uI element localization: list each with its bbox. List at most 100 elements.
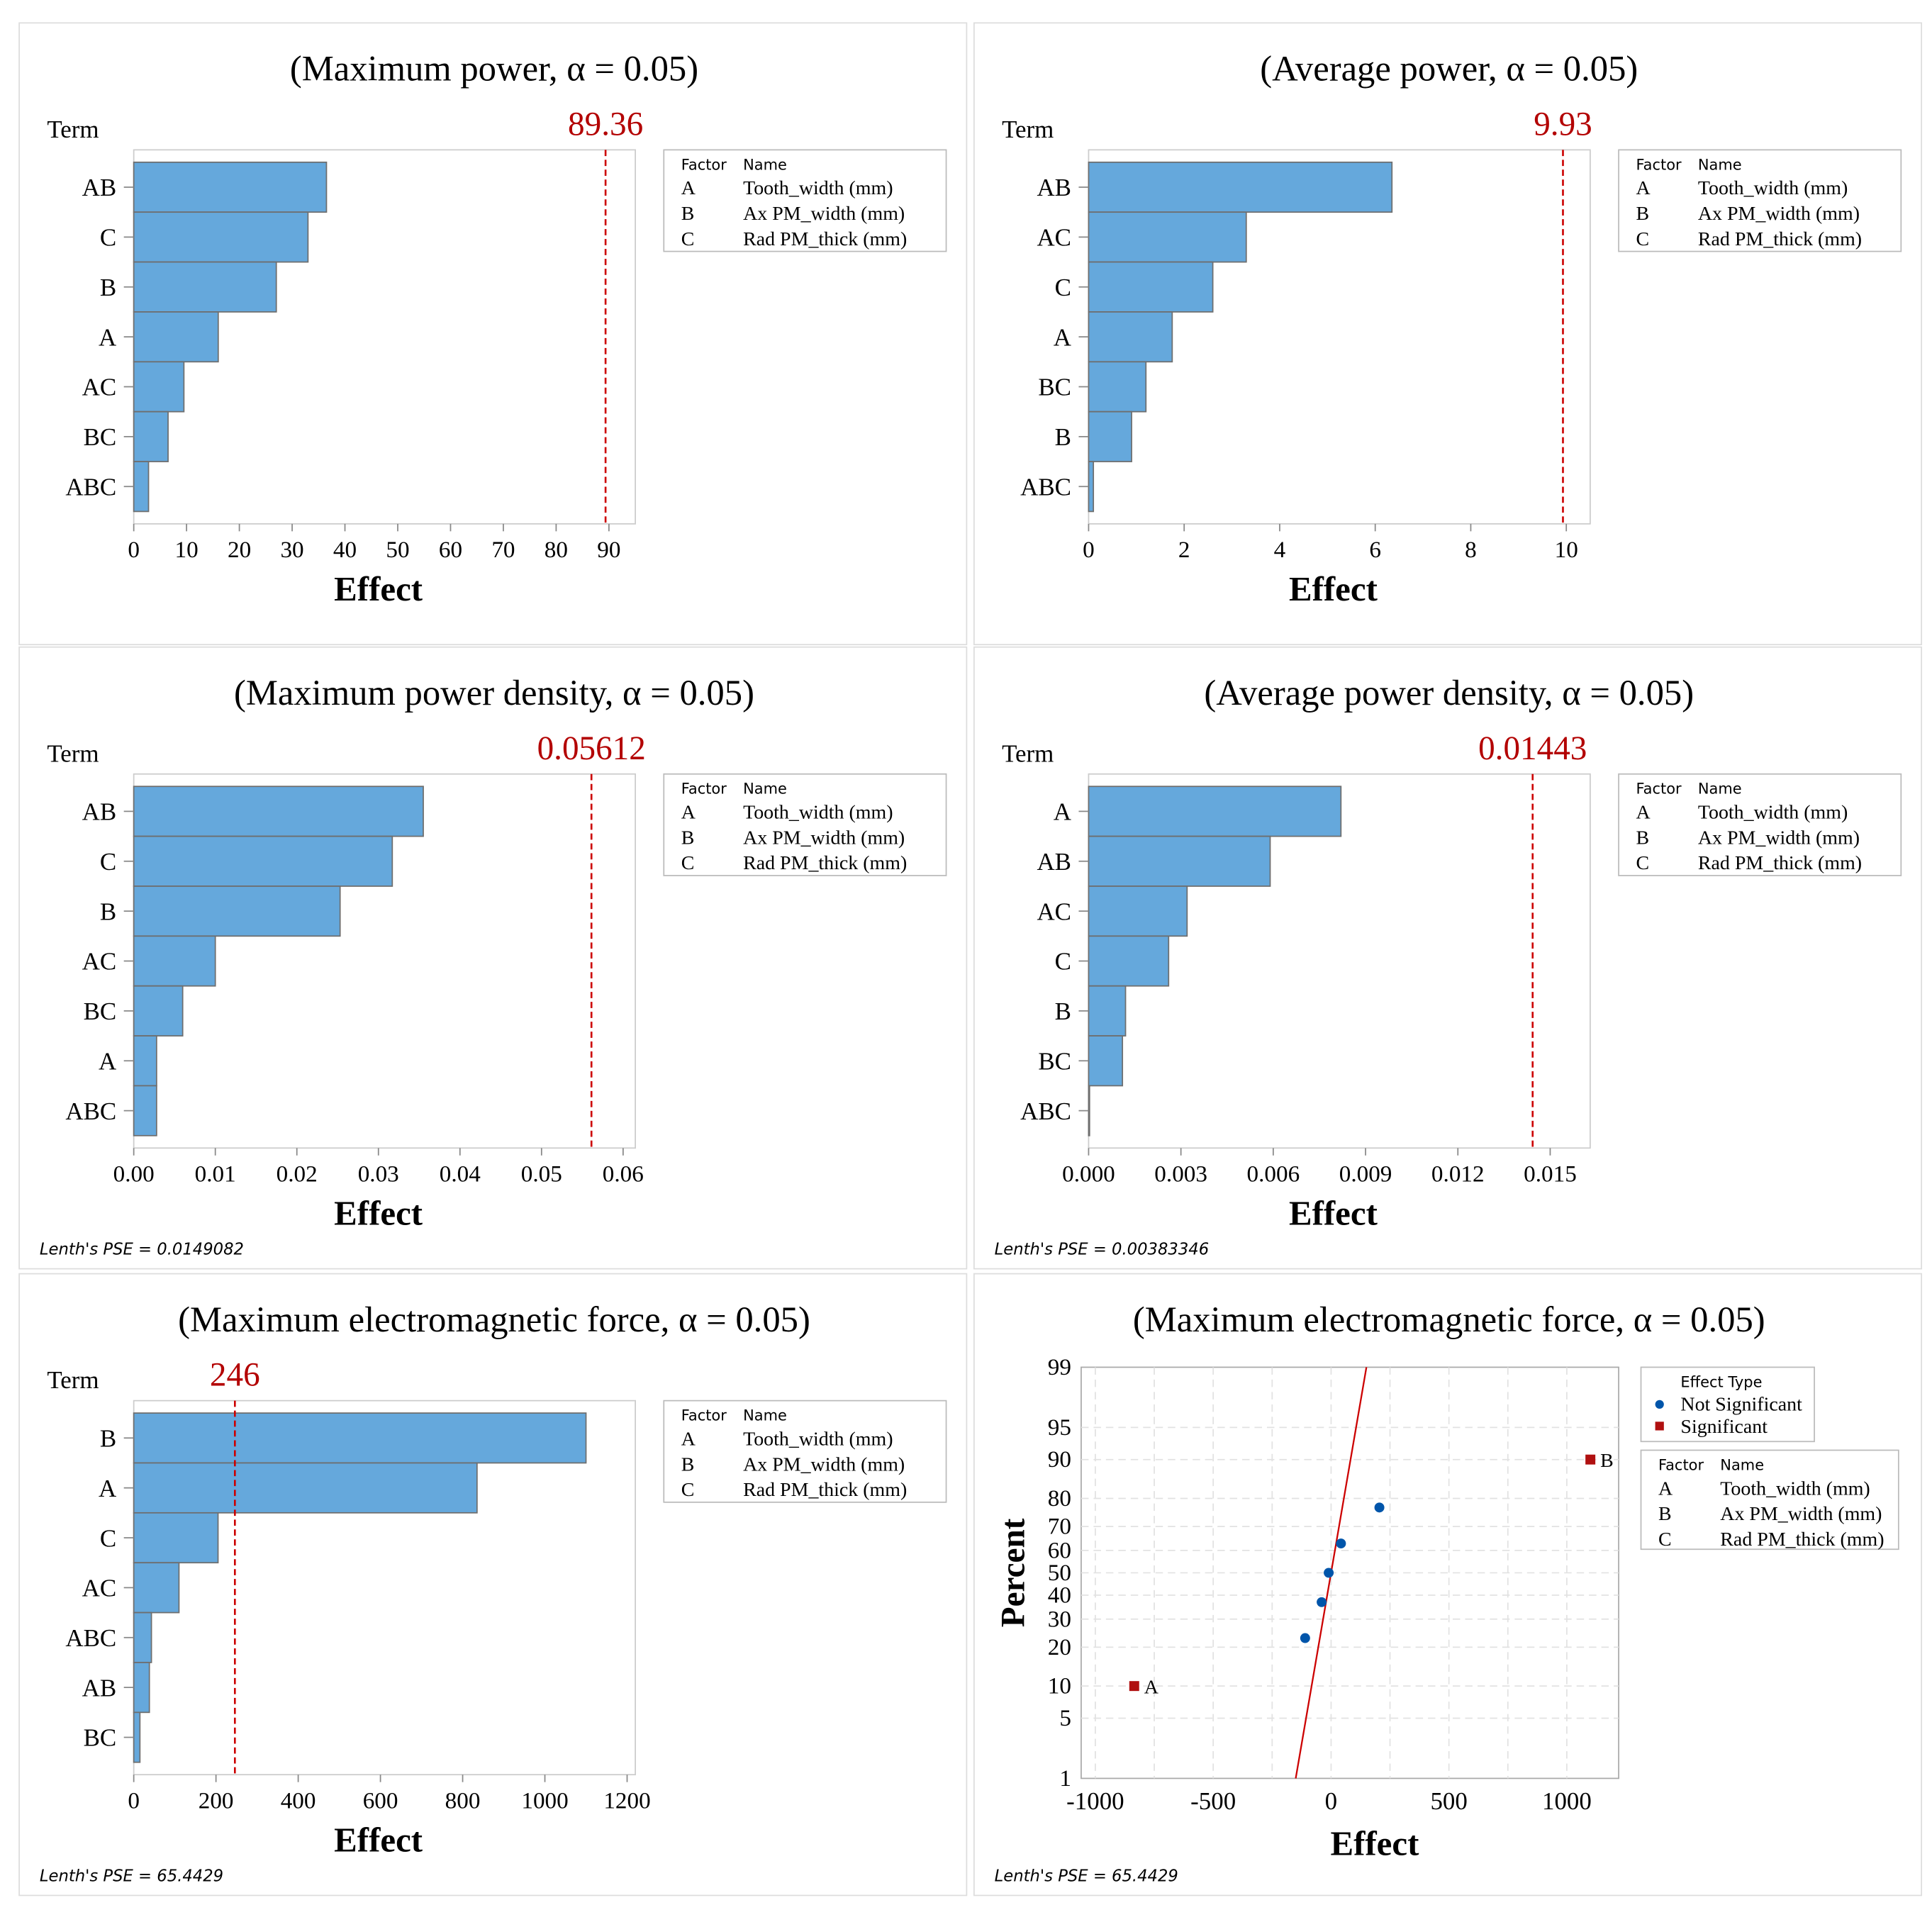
y-tick-label: C (100, 224, 116, 252)
x-axis-label: Effect (334, 1194, 423, 1233)
x-tick-label: 10 (175, 537, 199, 563)
y-tick-label: C (100, 1524, 116, 1552)
bar-abc (133, 1085, 157, 1136)
legend-factor: B (1636, 827, 1650, 849)
bar-abc (1088, 1085, 1090, 1136)
y-tick-label: 90 (1048, 1446, 1071, 1473)
legend-factor-name: Rad PM_thick (mm) (743, 852, 907, 874)
legend-factor: C (681, 852, 695, 874)
bar-a (133, 1035, 157, 1087)
legend-factor-name: Rad PM_thick (mm) (743, 1479, 907, 1501)
y-tick-label: A (1054, 798, 1071, 826)
y-tick-label: BC (84, 1724, 117, 1752)
y-tick-label: ABC (1020, 1097, 1071, 1125)
legend-factor-name: Tooth_width (mm) (1698, 177, 1848, 199)
bar-c (133, 1512, 219, 1564)
legend-factor-name: Tooth_width (mm) (743, 177, 893, 199)
x-tick-label: 90 (597, 537, 620, 563)
chart-title: (Average power, α = 0.05) (1260, 49, 1638, 89)
x-tick-label: 0 (128, 1787, 140, 1814)
legend-header-name: Name (743, 1407, 787, 1424)
bar-ab (133, 786, 424, 837)
legend-item: Significant (1680, 1416, 1768, 1438)
y-tick-label: C (1055, 948, 1071, 976)
legend-factor: C (681, 1479, 695, 1501)
x-tick-label: 0.000 (1062, 1161, 1115, 1187)
not-significant-point (1336, 1538, 1346, 1549)
y-tick-label: 40 (1048, 1582, 1071, 1608)
y-tick-label: AC (82, 948, 117, 976)
legend-header-name: Name (1698, 781, 1742, 798)
bar-ac (133, 1562, 180, 1614)
legend-factor-name: Ax PM_width (mm) (743, 1453, 905, 1475)
y-tick-label: C (1055, 274, 1071, 301)
legend-header-factor: Factor (1658, 1456, 1704, 1473)
x-tick-label: 0 (128, 537, 140, 563)
bar-c (1088, 261, 1214, 313)
x-axis-label: Effect (1289, 1194, 1378, 1233)
bar-abc (133, 1611, 152, 1663)
bar-bc (1088, 361, 1147, 413)
y-tick-label: 5 (1059, 1705, 1071, 1731)
legend-factor-name: Rad PM_thick (mm) (743, 228, 907, 250)
bar-b (1088, 985, 1127, 1037)
legend-factor: C (1658, 1529, 1672, 1551)
y-tick-label: ABC (65, 1624, 116, 1652)
x-tick-label: 2 (1178, 537, 1190, 563)
y-axis-label: Term (47, 1366, 99, 1394)
x-tick-label: -1000 (1066, 1787, 1124, 1815)
lenth-pse-note: Lenth's PSE = 65.4429 (40, 1867, 223, 1885)
chart-title: (Maximum electromagnetic force, α = 0.05… (1133, 1300, 1765, 1339)
y-tick-label: 50 (1048, 1560, 1071, 1586)
bar-ab (133, 161, 328, 213)
factor-legend-box (1618, 149, 1902, 252)
chart-title: (Maximum electromagnetic force, α = 0.05… (178, 1300, 810, 1339)
factor-legend-box (663, 773, 947, 876)
legend-header-name: Name (743, 781, 787, 798)
legend-factor: B (1658, 1503, 1672, 1525)
x-tick-label: 0.009 (1339, 1161, 1392, 1187)
bar-b (133, 886, 341, 937)
x-tick-label: 0.01 (195, 1161, 236, 1187)
y-tick-label: B (1055, 423, 1071, 451)
legend-factor-name: Rad PM_thick (mm) (1698, 852, 1862, 874)
pareto-chart: (Maximum power, α = 0.05)TermABCBAACBCAB… (47, 49, 947, 608)
pareto-chart: (Maximum electromagnetic force, α = 0.05… (40, 1300, 947, 1885)
y-tick-label: A (99, 323, 116, 351)
y-axis-label: Percent (995, 1518, 1032, 1627)
bar-ab (1088, 835, 1271, 887)
effect-type-legend-title: Effect Type (1680, 1373, 1762, 1390)
reference-label: 9.93 (1534, 106, 1592, 143)
x-tick-label: 0.02 (277, 1161, 318, 1187)
legend-factor: B (1636, 203, 1650, 225)
y-tick-label: A (99, 1047, 116, 1075)
y-tick-label: C (100, 848, 116, 876)
y-tick-label: AC (82, 374, 117, 401)
legend-factor: A (1658, 1477, 1673, 1499)
x-tick-label: 30 (280, 537, 303, 563)
pareto-chart: (Maximum power density, α = 0.05)TermABC… (40, 673, 947, 1259)
legend-header-factor: Factor (1636, 781, 1682, 798)
factor-legend-box (663, 149, 947, 252)
legend-header-factor: Factor (681, 1407, 727, 1424)
x-tick-label: 60 (439, 537, 462, 563)
lenth-pse-note: Lenth's PSE = 0.00383346 (995, 1241, 1210, 1259)
y-tick-label: 95 (1048, 1414, 1071, 1441)
pareto-avg-power-density-panel: (Average power density, α = 0.05) Term A AB… (973, 646, 1923, 1270)
reference-label: 89.36 (568, 106, 643, 143)
legend-item: Not Significant (1680, 1394, 1802, 1416)
legend-factor-name: Ax PM_width (mm) (743, 827, 905, 849)
legend-factor: C (1636, 228, 1650, 250)
x-tick-label: 8 (1465, 537, 1477, 563)
x-tick-label: 6 (1369, 537, 1381, 563)
y-tick-label: A (99, 1475, 116, 1502)
legend-header-factor: Factor (681, 156, 727, 173)
x-tick-label: 0.006 (1247, 1161, 1300, 1187)
y-tick-label: 60 (1048, 1537, 1071, 1563)
not-significant-point (1317, 1597, 1327, 1607)
y-tick-label: 20 (1048, 1634, 1071, 1660)
x-tick-label: 0.05 (521, 1161, 562, 1187)
reference-label: 246 (210, 1357, 260, 1394)
legend-factor-name: Ax PM_width (mm) (1698, 827, 1860, 849)
x-tick-label: 500 (1430, 1787, 1467, 1815)
